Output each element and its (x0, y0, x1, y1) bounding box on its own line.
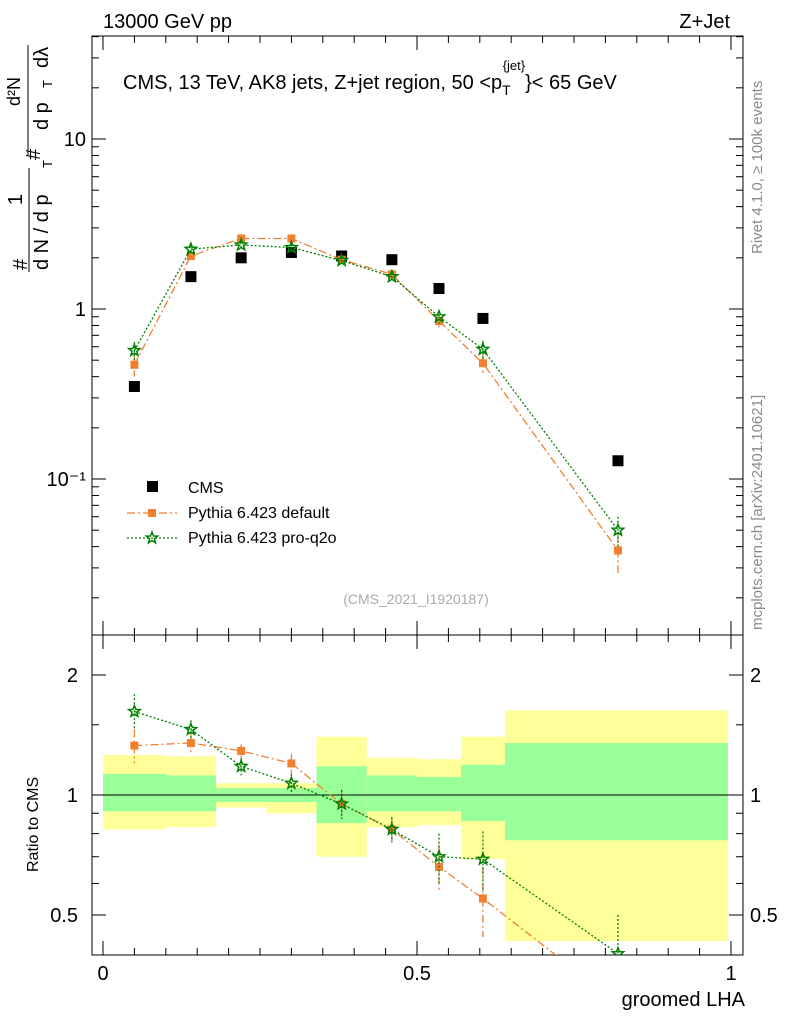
title-sub: T (502, 82, 511, 98)
ylabel-T2: T (40, 80, 55, 88)
main-ytick-label-2: 10 (64, 129, 86, 151)
title-prefix: CMS, 13 TeV, AK8 jets, Z+jet region, 50 … (123, 72, 502, 94)
ratio-ytick-label-1: 1 (67, 785, 78, 807)
cms-data-point (235, 252, 247, 264)
ratio-default-point (186, 739, 195, 748)
main-proq2o-point (183, 240, 199, 256)
ylabel-d2N: d²N (4, 77, 24, 106)
main-proq2o-point (475, 340, 491, 356)
mcplots-label: mcplots.cern.ch [arXiv:2401.10621] (749, 395, 766, 630)
ratio-proq2o-point (126, 703, 143, 719)
ratio-default-point (237, 746, 246, 755)
ylabel-dpT: d p (31, 102, 53, 130)
rivet-label: Rivet 4.1.0, ≥ 100k events (749, 81, 766, 254)
ratio-default-point (478, 894, 487, 903)
main-ytick-label-1: 1 (75, 299, 86, 321)
legend-marker-cms (147, 481, 158, 492)
ratio-axis-ticks: 0.5 0.5 1 1 2 2 0 0.5 1 (50, 635, 778, 985)
ratio-ytick-label-right-2: 2 (750, 665, 761, 687)
main-proq2o-point (610, 522, 626, 537)
ratio-proq2o-point (384, 821, 400, 836)
main-ytick-label-0: 10⁻¹ (47, 469, 87, 491)
band-inner-8 (504, 743, 728, 841)
ylabel-T1: T (40, 160, 55, 168)
ratio-proq2o-line (134, 710, 619, 955)
ratio-proq2o-point (431, 848, 447, 864)
ratio-default-point (287, 759, 296, 768)
main-proq2o-point (333, 252, 350, 268)
main-default-point (478, 359, 487, 368)
ratio-ytick-label-0: 0.5 (50, 905, 78, 927)
main-default-line (133, 237, 619, 551)
main-proq2o-line (133, 244, 619, 531)
title-suffix: }< 65 GeV (525, 72, 617, 94)
band-inner-0 (103, 773, 166, 812)
ratio-proq2o-group (126, 694, 626, 955)
main-proq2o-point (431, 308, 447, 324)
ylabel-hash2: # (23, 148, 45, 160)
main-default-group (130, 234, 622, 573)
cms-data-point (185, 271, 197, 283)
band-inner-1 (165, 775, 217, 812)
ylabel-one: 1 (5, 194, 27, 205)
xlabel: groomed LHA (622, 989, 746, 1011)
cms-data-point (433, 283, 445, 295)
xtick-label-0: 0 (97, 963, 108, 985)
band-inner-7 (460, 764, 505, 822)
main-default-point (186, 252, 195, 261)
ratio-default-point (130, 741, 139, 750)
ratio-ytick-label-right-1: 1 (750, 785, 761, 807)
legend-marker-default (148, 509, 156, 517)
cms-data-point (128, 381, 140, 393)
cms-data-point (477, 312, 489, 324)
ratio-ylabel: Ratio to CMS (25, 777, 42, 872)
main-series (126, 234, 626, 573)
ratio-proq2o-point (233, 758, 249, 773)
ratio-bands (103, 710, 728, 942)
legend-label-default: Pythia 6.423 default (188, 505, 330, 522)
main-default-point (130, 360, 139, 369)
cms-data-point (285, 246, 297, 258)
legend-label-cms: CMS (188, 480, 224, 497)
ratio-ytick-label-right-0: 0.5 (750, 905, 778, 927)
main-default-point (287, 234, 296, 243)
xtick-label-2: 1 (725, 963, 736, 985)
main-axis-ticks: 10⁻¹ 1 10 (47, 36, 743, 635)
header-right: Z+Jet (679, 11, 730, 33)
ratio-proq2o-point (283, 775, 300, 790)
main-proq2o-point (233, 236, 249, 252)
band-inner-6 (417, 776, 461, 812)
analysis-watermark: (CMS_2021_I1920187) (343, 591, 489, 607)
ratio-proq2o-point (183, 721, 199, 737)
header-left: 13000 GeV pp (103, 11, 232, 33)
legend: CMS Pythia 6.423 default Pythia 6.423 pr… (127, 480, 337, 547)
ratio-proq2o-point (475, 850, 491, 866)
ylabel-dlambda: dλ (31, 47, 53, 68)
main-ylabel: # 1 d N / d p T # d²N d p T dλ (4, 45, 55, 272)
main-proq2o-point (384, 268, 400, 284)
legend-marker-proq2o (144, 529, 160, 545)
cms-data-point (386, 254, 398, 266)
main-proq2o-point (283, 239, 300, 255)
main-default-point (337, 255, 346, 264)
chart-title: CMS, 13 TeV, AK8 jets, Z+jet region, 50 … (123, 58, 618, 98)
main-default-point (434, 316, 443, 325)
xtick-label-1: 0.5 (403, 963, 431, 985)
ylabel-dN: d N / d p (31, 194, 53, 270)
ratio-ytick-label-2: 2 (67, 665, 78, 687)
ratio-proq2o-point (333, 795, 350, 811)
main-proq2o-point (126, 342, 143, 358)
main-proq2o-group (126, 236, 626, 547)
ylabel-hash1: # (10, 258, 32, 270)
band-inner-5 (366, 775, 417, 812)
legend-label-proq2o: Pythia 6.423 pro-q2o (188, 530, 337, 547)
ratio-series (126, 694, 626, 955)
cms-data-point (612, 455, 624, 467)
ratio-proq2o-point (610, 945, 626, 955)
title-sup: {jet} (503, 58, 526, 73)
main-default-point (613, 546, 622, 555)
